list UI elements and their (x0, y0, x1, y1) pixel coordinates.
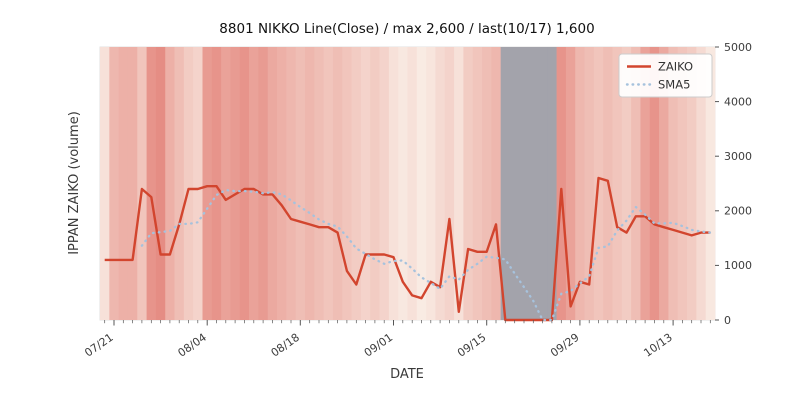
day-band (277, 47, 287, 320)
day-band (137, 47, 147, 320)
day-band (323, 47, 334, 320)
day-band (565, 47, 576, 320)
day-band (183, 47, 194, 320)
day-band (221, 47, 231, 320)
day-band (370, 47, 380, 320)
x-tick-label: 09/01 (362, 331, 395, 360)
day-band (314, 47, 324, 320)
day-band (305, 47, 315, 320)
day-band (640, 47, 651, 320)
day-band (174, 47, 185, 320)
sma5-line (140, 188, 712, 322)
day-band (155, 47, 166, 320)
day-band (510, 47, 520, 320)
legend-label-sma5: SMA5 (658, 78, 690, 92)
day-band (165, 47, 175, 320)
x-tick-label: 10/13 (641, 331, 674, 360)
day-band (388, 47, 399, 320)
x-tick-label: 08/18 (269, 331, 302, 360)
day-band (416, 47, 427, 320)
day-band (631, 47, 641, 320)
day-band (444, 47, 455, 320)
day-band (696, 47, 707, 320)
day-band (454, 47, 464, 320)
day-band (528, 47, 539, 320)
day-band (379, 47, 390, 320)
day-band (649, 47, 660, 320)
y-tick-label: 0 (724, 314, 731, 327)
y-tick-label: 5000 (724, 41, 752, 54)
legend-label-zaiko: ZAIKO (658, 60, 693, 74)
x-tick-label: 07/21 (82, 331, 115, 360)
day-band (211, 47, 222, 320)
day-band (360, 47, 371, 320)
day-band (202, 47, 213, 320)
y-tick-label: 4000 (724, 95, 752, 108)
x-tick-label: 09/15 (455, 331, 488, 360)
day-band (426, 47, 436, 320)
day-band (584, 47, 595, 320)
day-band (621, 47, 632, 320)
day-band (239, 47, 250, 320)
day-band (519, 47, 529, 320)
day-band (556, 47, 567, 320)
day-band (286, 47, 297, 320)
legend-box (618, 53, 713, 98)
y-tick-label: 3000 (724, 150, 752, 163)
day-band (463, 47, 474, 320)
background-day-bands (100, 47, 716, 320)
x-tick-label: 09/29 (548, 331, 581, 360)
day-band (146, 47, 157, 320)
day-band (668, 47, 679, 320)
day-band (435, 47, 446, 320)
chart-title: 8801 NIKKO Line(Close) / max 2,600 / las… (219, 21, 594, 37)
day-band (127, 47, 138, 320)
day-band (267, 47, 278, 320)
day-band (612, 47, 623, 320)
day-band (351, 47, 362, 320)
day-band (482, 47, 492, 320)
x-tick-label: 08/04 (175, 331, 208, 360)
day-band (398, 47, 408, 320)
day-band (537, 47, 548, 320)
day-band (547, 47, 557, 320)
day-band (472, 47, 483, 320)
day-band (100, 47, 110, 320)
day-band (687, 47, 697, 320)
day-band (407, 47, 418, 320)
day-band (659, 47, 669, 320)
day-band (258, 47, 269, 320)
day-band (332, 47, 343, 320)
day-band (230, 47, 241, 320)
day-band (109, 47, 119, 320)
day-band (249, 47, 259, 320)
data-series (104, 176, 712, 322)
day-band (575, 47, 585, 320)
y-axis-label: IPPAN ZAIKO (volume) (67, 111, 82, 255)
day-band (342, 47, 352, 320)
zaiko-line (104, 176, 711, 322)
day-band (295, 47, 306, 320)
day-band (193, 47, 203, 320)
day-band (677, 47, 688, 320)
y-tick-label: 2000 (724, 205, 752, 218)
day-band (118, 47, 129, 320)
legend: ZAIKO SMA5 (618, 53, 713, 98)
x-axis-label: DATE (390, 367, 424, 382)
day-band (491, 47, 502, 320)
y-tick-label: 1000 (724, 259, 752, 272)
day-band (500, 47, 511, 320)
day-band (705, 47, 716, 320)
